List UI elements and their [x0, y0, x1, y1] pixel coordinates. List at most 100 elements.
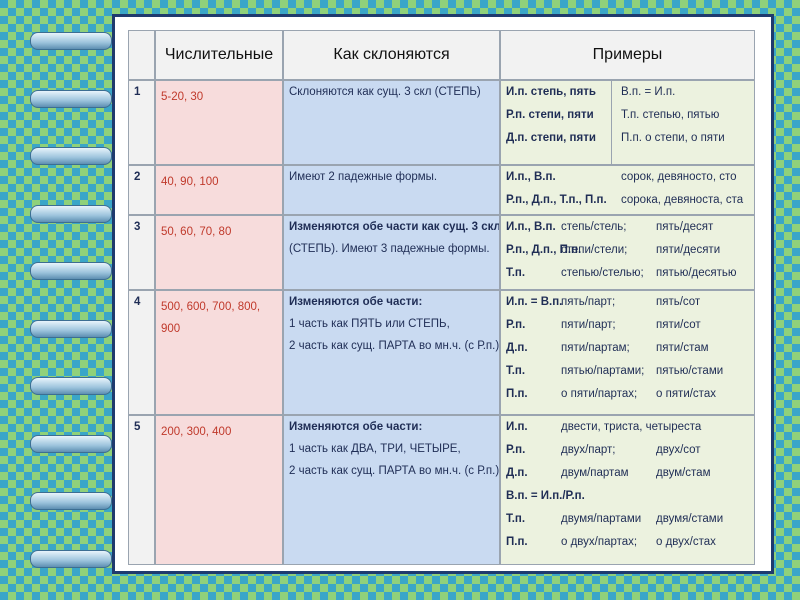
example-text: В.п. = И.п./Р.п. — [506, 490, 585, 502]
rule-cell: Склоняются как сущ. 3 скл (СТЕПЬ) — [283, 80, 500, 165]
example-text: о двух/стах — [656, 536, 716, 548]
example-text: пятью/стами — [656, 365, 724, 377]
example-text: Д.п. степи, пяти — [506, 132, 596, 144]
example-text: пяти/стам — [656, 342, 709, 354]
examples-cell: И.п. двести, триста, четыреста Р.п. двух/па… — [500, 415, 755, 565]
row-number: 5 — [134, 421, 141, 433]
example-text: о пяти/стах — [656, 388, 716, 400]
ring — [30, 434, 112, 453]
example-text: степь/стель; — [561, 221, 627, 233]
example-text: пятью/десятью — [656, 267, 737, 279]
numerals-cell: 200, 300, 400 — [155, 415, 283, 565]
example-text: И.п. = В.п. — [506, 296, 563, 308]
example-text: В.п. = И.п. — [621, 86, 676, 98]
example-text: И.п., В.п. — [506, 171, 556, 183]
example-text: Т.п. — [506, 267, 526, 279]
example-text: пяти/партам; — [561, 342, 630, 354]
rule-line: Изменяются обе части: — [289, 421, 423, 433]
numerals-cell: 5-20, 30 — [155, 80, 283, 165]
rule-cell: Изменяются обе части: 1 часть как ДВА, ТР… — [283, 415, 500, 565]
rule-cell: Изменяются обе части: 1 часть как ПЯТЬ ил… — [283, 290, 500, 415]
example-text: И.п., В.п. — [506, 221, 556, 233]
examples-cell: И.п., В.п. сорок, девяносто, сто Р.п., Д.п… — [500, 165, 755, 215]
example-text: сорок, девяносто, сто — [621, 171, 737, 183]
number-cell: 2 — [128, 165, 155, 215]
example-text: степи/стели; — [561, 244, 628, 256]
example-text: Р.п. степи, пяти — [506, 109, 594, 121]
numerals: 50, 60, 70, 80 — [161, 226, 232, 238]
rule-line: 2 часть как сущ. ПАРТА во мн.ч. (с Р.п.)… — [289, 340, 500, 352]
example-text: двум/партам — [561, 467, 629, 479]
examples-cell: И.п., В.п. степь/стель; пять/десят Р.п., Д.… — [500, 215, 755, 290]
numerals: 5-20, 30 — [161, 91, 204, 103]
example-text: двух/сот — [656, 444, 701, 456]
numerals-cell: 500, 600, 700, 800, 900 — [155, 290, 283, 415]
number-cell: 4 — [128, 290, 155, 415]
example-text: пять/десят — [656, 221, 714, 233]
numerals: 500, 600, 700, 800, 900 — [161, 301, 261, 335]
row-number: 2 — [134, 171, 141, 183]
example-text: двух/парт; — [561, 444, 616, 456]
example-text: сорока, девяноста, ста — [621, 194, 744, 206]
example-text: Т.п. — [506, 365, 526, 377]
example-text: пятью/партами; — [561, 365, 645, 377]
example-text: пять/парт; — [561, 296, 616, 308]
example-text: двести, триста, четыреста — [561, 421, 702, 433]
example-text: И.п. — [506, 421, 528, 433]
rule-cell: Имеют 2 падежные формы. — [283, 165, 500, 215]
ring — [30, 377, 112, 395]
example-text: Р.п., Д.п., П.п. — [506, 244, 582, 256]
example-text: Р.п. — [506, 444, 526, 456]
rule-line: 1 часть как ДВА, ТРИ, ЧЕТЫРЕ, — [289, 443, 461, 455]
example-text: двум/стам — [656, 467, 711, 479]
example-text: степью/стелью; — [561, 267, 644, 279]
example-text: о двух/партах; — [561, 536, 638, 548]
example-text: Т.п. — [506, 513, 526, 525]
ring — [30, 492, 112, 510]
rule-cell: Изменяются обе части как сущ. 3 скл. (СТЕ… — [283, 215, 500, 290]
numerals: 40, 90, 100 — [161, 176, 219, 188]
header-cell — [128, 30, 155, 80]
example-text: Р.п., Д.п., Т.п., П.п. — [506, 194, 607, 206]
ring — [30, 32, 112, 50]
numerals-cell: 40, 90, 100 — [155, 165, 283, 215]
example-text: Д.п. — [506, 342, 528, 354]
number-cell: 3 — [128, 215, 155, 290]
example-text: пяти/десяти — [656, 244, 721, 256]
example-text: двумя/стами — [656, 513, 724, 525]
numerals: 200, 300, 400 — [161, 426, 232, 438]
example-text: П.п. о степи, о пяти — [621, 132, 725, 144]
example-text: П.п. — [506, 388, 528, 400]
rule-line: Имеют 2 падежные формы. — [289, 171, 438, 183]
row-number: 4 — [134, 296, 141, 308]
example-text: П.п. — [506, 536, 528, 548]
example-text: пяти/парт; — [561, 319, 616, 331]
rule-line: Склоняются как сущ. 3 скл (СТЕПЬ) — [289, 86, 481, 98]
ring — [30, 204, 112, 223]
example-text: Д.п. — [506, 467, 528, 479]
header-cell: Примеры — [500, 30, 755, 80]
row-number: 1 — [134, 86, 141, 98]
example-text: Р.п. — [506, 319, 526, 331]
number-cell: 1 — [128, 80, 155, 165]
ring — [30, 319, 112, 338]
row-number: 3 — [134, 221, 141, 233]
ring — [30, 89, 112, 108]
example-text: И.п. степь, пять — [506, 86, 596, 98]
numerals-cell: 50, 60, 70, 80 — [155, 215, 283, 290]
examples-cell: И.п. степь, пять В.п. = И.п. Р.п. степи, п… — [500, 80, 755, 165]
example-text: пяти/сот — [656, 319, 701, 331]
number-cell: 5 — [128, 415, 155, 565]
ring — [30, 549, 112, 568]
rule-line: Изменяются обе части как сущ. 3 скл. — [289, 221, 500, 233]
example-text: Т.п. степью, пятью — [621, 109, 720, 121]
example-text: о пяти/партах; — [561, 388, 638, 400]
rule-line: (СТЕПЬ). Имеют 3 падежные формы. — [289, 243, 490, 255]
rule-line: 2 часть как сущ. ПАРТА во мн.ч. (с Р.п.)… — [289, 465, 500, 477]
header-cell: Числительные — [155, 30, 283, 80]
rule-line: Изменяются обе части: — [289, 296, 423, 308]
example-text: пять/сот — [656, 296, 701, 308]
header-cell: Как склоняются — [283, 30, 500, 80]
examples-cell: И.п. = В.п. пять/парт; пять/сот Р.п. пяти/па… — [500, 290, 755, 415]
slide-card: Числительные Как склоняются Примеры 1 5-20, … — [112, 14, 774, 574]
